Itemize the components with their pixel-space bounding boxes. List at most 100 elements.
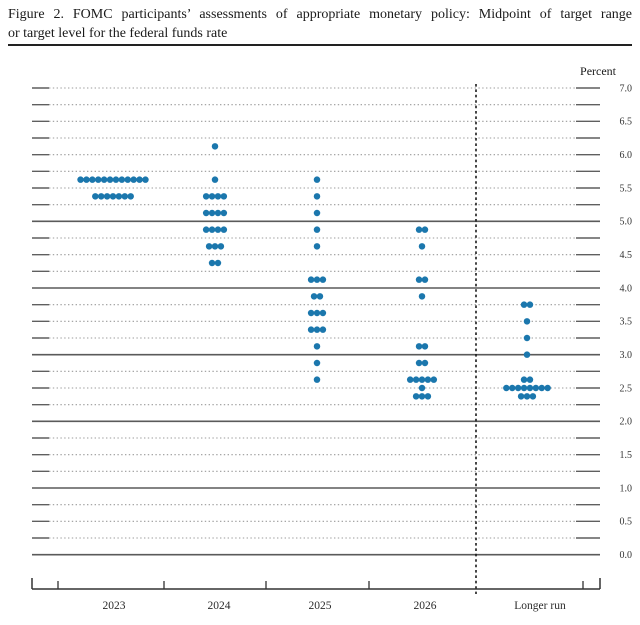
x-category-label: 2025 [309,600,332,612]
projection-dot [211,143,219,150]
projection-dot [92,193,99,200]
projection-dot [307,276,315,283]
projection-dot [136,176,143,183]
projection-dot [106,176,114,183]
projection-dot [430,376,438,383]
projection-dot [520,301,528,308]
projection-dot [313,276,321,283]
projection-dot [214,259,222,267]
projection-dot [412,376,420,383]
projection-dot [517,393,525,400]
projection-dot [208,226,216,233]
x-category-label: 2023 [103,600,126,612]
projection-dot [418,243,426,250]
projection-dot [503,384,510,392]
projection-dot [313,343,321,350]
projection-dot [77,176,84,183]
projection-dot [421,276,429,283]
projection-dot [142,176,149,183]
projection-dot [208,259,216,267]
projection-dot [217,243,225,250]
projection-dot [418,293,426,300]
projection-dot [95,176,102,183]
projection-dot [202,209,210,217]
y-axis-unit-label: Percent [580,64,616,78]
y-tick-label: 0.0 [620,550,633,561]
projection-dot [313,209,321,217]
projection-dot [529,393,537,400]
projection-dot [526,376,534,383]
projection-dot [121,193,129,200]
projection-dot [418,384,426,392]
projection-dot [514,384,522,392]
y-tick-label: 6.0 [620,150,633,161]
projection-dot [211,176,219,183]
projection-dot [112,176,120,183]
y-tick-label: 4.5 [620,250,633,261]
projection-dot [509,384,516,392]
projection-dot [214,209,222,217]
y-tick-label: 0.5 [620,517,633,528]
y-tick-label: 6.5 [620,117,633,128]
y-tick-label: 1.5 [620,450,633,461]
projection-dot [313,193,321,200]
projection-dot [307,326,315,333]
projection-dot [310,293,318,300]
projection-dot [421,359,429,367]
projection-dot [520,376,528,383]
projection-dot [205,243,213,250]
y-tick-label: 3.5 [620,317,633,328]
projection-dot [313,309,321,317]
projection-dot [83,176,90,183]
projection-dot [415,276,423,283]
projection-dot [124,176,131,183]
projection-dot [424,376,432,383]
projection-dot [307,309,315,317]
y-tick-label: 5.5 [620,183,633,194]
y-tick-label: 5.0 [620,217,633,228]
y-tick-label: 1.0 [620,483,633,494]
projection-dot [103,193,111,200]
projection-dot [214,193,222,200]
projection-dot [118,176,126,183]
projection-dot [415,359,423,367]
projection-dot [130,176,137,183]
projection-dot [313,376,321,383]
projection-dot [526,384,534,392]
projection-dot [202,193,210,200]
projection-dot [97,193,105,200]
figure-title: Figure 2. FOMC participants’ assessments… [8,5,632,43]
projection-dot [214,226,222,233]
x-category-label: 2026 [414,600,437,612]
projection-dot [211,243,219,250]
projection-dot [523,393,531,400]
projection-dot [220,193,228,200]
projection-dot [319,276,327,283]
projection-dot [319,309,327,317]
projection-dot [313,326,321,333]
projection-dot [523,334,531,342]
projection-dot [544,384,551,392]
projection-dot [313,359,321,367]
projection-dot [313,176,321,183]
y-tick-label: 4.0 [620,283,633,294]
projection-dot [523,318,531,325]
projection-dot [115,193,123,200]
y-tick-label: 7.0 [620,83,633,94]
figure-title-line1: Figure 2. FOMC participants’ assessments… [8,7,632,22]
title-divider-rule [8,44,632,46]
projection-dot [424,393,432,400]
projection-dot [526,301,534,308]
projection-dot [100,176,108,183]
projection-dot [109,193,117,200]
projection-dot [532,384,540,392]
projection-dot [313,243,321,250]
projection-dot [415,226,423,233]
projection-dot [127,193,134,200]
projection-dot [208,193,216,200]
projection-dot [316,293,324,300]
projection-dot [415,343,423,350]
projection-dot [313,226,321,233]
